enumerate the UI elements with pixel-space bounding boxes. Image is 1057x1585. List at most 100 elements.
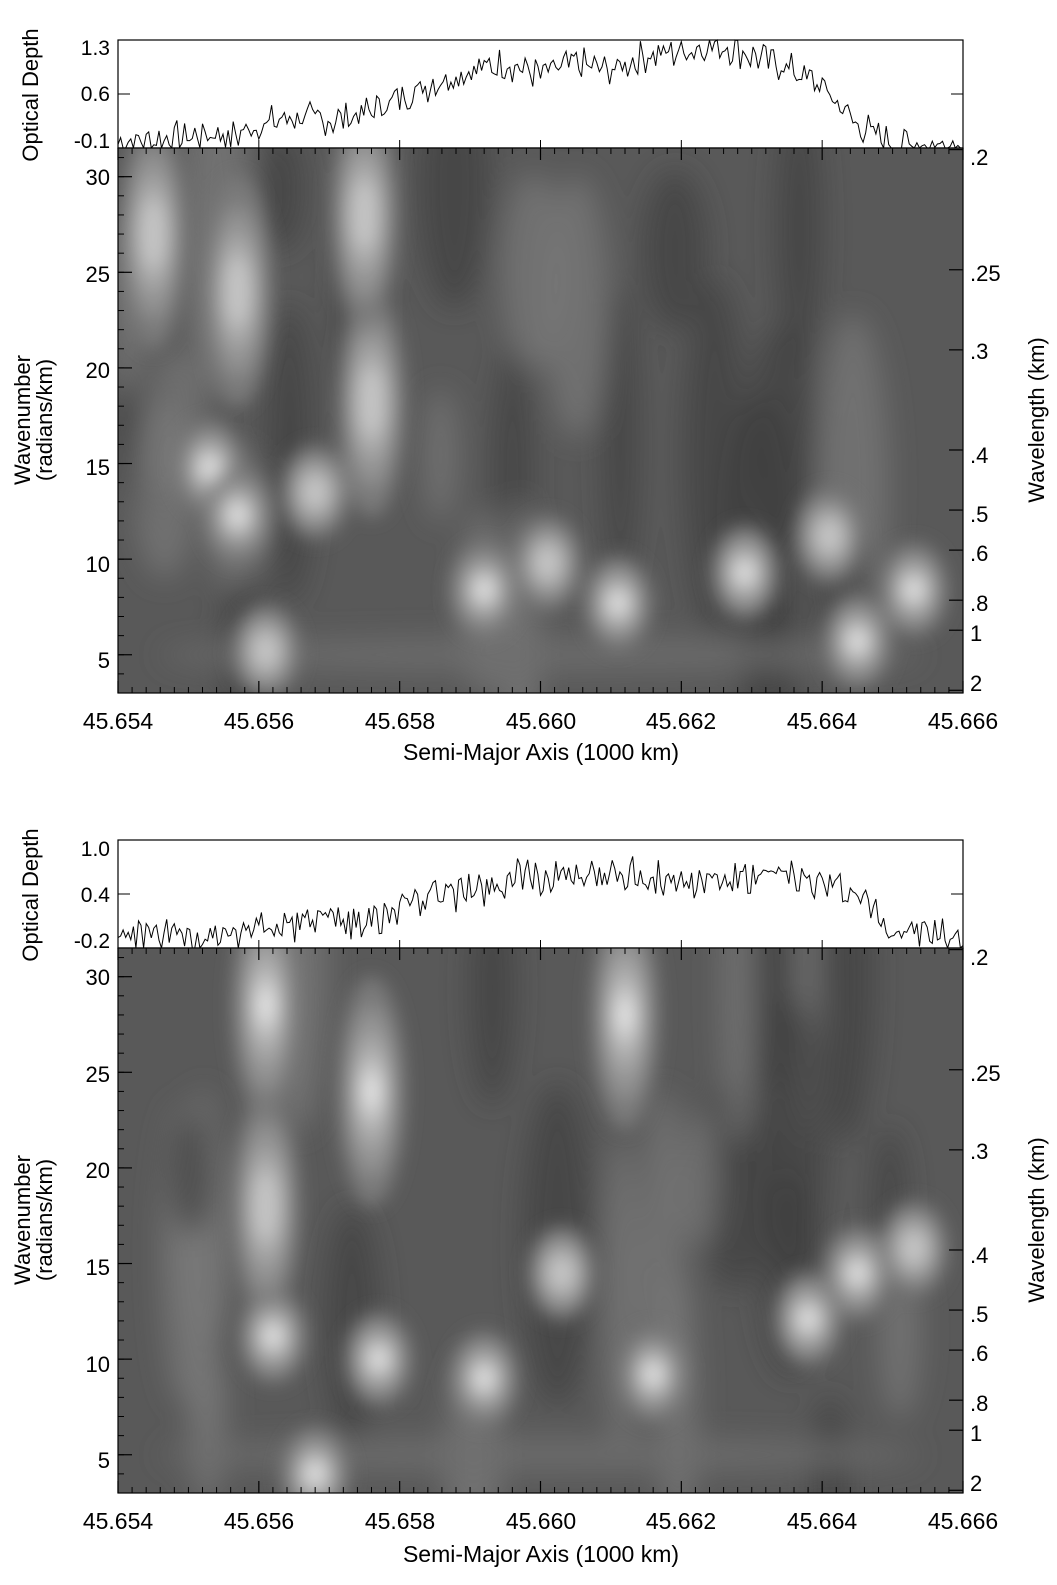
x-tick-label: 45.662 [646,1508,716,1534]
heatmap-peak [352,179,377,251]
heatmap-band [257,148,304,251]
x-tick-label: 45.658 [365,1508,435,1534]
heatmap-band [758,997,827,1276]
right-tick-label: .6 [970,541,988,566]
wavelength-ylabel-top: Wavelength (km) [1024,337,1049,502]
heatmap-peak [258,987,274,1024]
wavelength-ylabel-bottom: Wavelength (km) [1024,1137,1049,1302]
od-top-tick-label: -0.1 [74,130,110,153]
right-tick-label: 2 [970,1471,982,1496]
optical-depth-box-top [117,39,964,149]
heatmap-peak [230,505,246,526]
heatmap-peak [549,1256,575,1290]
y-tick-label: 25 [86,262,110,287]
wavenumber-ylabel-sub-bottom: (radians/km) [32,1159,57,1281]
heatmap-peak [737,562,753,583]
right-tick-label: .25 [970,1061,1001,1086]
right-tick-label: .2 [970,945,988,970]
heatmap-peak [849,631,865,652]
y-tick-label: 20 [86,1158,110,1183]
heatmap-band [809,1395,851,1493]
optical-depth-ylabel-bottom: Optical Depth [18,828,43,961]
heatmap-band [602,283,639,600]
heatmap-peak [535,546,560,580]
right-tick-label: .4 [970,1243,988,1268]
x-tick-label: 45.660 [506,708,576,734]
heatmap-band [642,170,708,331]
heatmap-peak [302,475,328,509]
heatmap-peak [476,579,492,600]
heatmap-band [720,948,758,1145]
x-tick-label: 45.662 [646,708,716,734]
heatmap-peak [476,1368,492,1389]
right-tick-label: .5 [970,1302,988,1327]
wavelet-heatmap-bottom [118,948,963,1493]
heatmap-peak [253,634,279,668]
heatmap-peak [140,198,166,270]
heatmap-peak [800,1308,816,1330]
xlabel-top: Semi-Major Axis (1000 km) [403,739,679,765]
x-tick-label: 45.664 [787,1508,858,1534]
right-tick-label: .5 [970,502,988,527]
heatmap-band [746,325,819,561]
y-tick-label: 25 [86,1062,110,1087]
heatmap-band [160,636,921,673]
heatmap-band [500,172,567,371]
heatmap-band [424,388,457,523]
panel-bottom: Optical Depth 1.0 0.4 -0.2 Wavenumber (r… [10,828,1049,1567]
heatmap-peak [201,457,218,478]
heatmap-peak [816,519,842,553]
right-tick-label: 2 [970,671,982,696]
right-tick-label: 1 [970,621,982,646]
y-tick-label: 10 [86,552,110,577]
right-tick-label: .3 [970,339,988,364]
heatmap-peak [617,996,633,1034]
heatmap-band [468,948,517,1106]
right-tick-label: .25 [970,261,1001,286]
od-top-tick-label: 0.6 [81,83,110,106]
heatmap-band [160,1436,921,1473]
y-tick-label: 30 [86,965,110,990]
heatmap-peak [363,1073,380,1110]
heatmap-peak [610,593,626,614]
y-tick-label: 15 [86,1255,110,1280]
right-tick-label: .4 [970,443,988,468]
heatmap-band [698,1078,771,1290]
x-tick-label: 45.656 [224,708,294,734]
wavelet-heatmap-top [118,148,963,693]
x-tick-label: 45.664 [787,708,858,734]
heatmap-peak [265,1326,281,1347]
x-tick-label: 45.654 [83,1508,154,1534]
right-tick-label: .8 [970,591,988,616]
x-tick-label: 45.666 [928,1508,998,1534]
x-tick-label: 45.666 [928,708,998,734]
right-tick-label: 1 [970,1421,982,1446]
x-tick-label: 45.658 [365,708,435,734]
optical-depth-line-bottom [117,856,964,950]
x-tick-label: 45.654 [83,708,154,734]
heatmap-band [816,948,875,1144]
heatmap-band [169,1112,214,1235]
heatmap-peak [307,1463,323,1484]
y-tick-label: 15 [86,455,110,480]
od-top-tick-label: 1.3 [81,37,110,60]
wavenumber-ylabel-top: Wavenumber [10,355,35,485]
right-tick-label: .2 [970,145,988,170]
optical-depth-ylabel-top: Optical Depth [18,28,43,161]
y-tick-label: 10 [86,1352,110,1377]
right-tick-label: .6 [970,1341,988,1366]
heatmap-peak [225,255,251,328]
right-tick-label: .8 [970,1391,988,1416]
heatmap-peak [253,1170,279,1242]
y-tick-label: 20 [86,358,110,383]
optical-depth-line-top [117,39,963,150]
wavenumber-ylabel-bottom: Wavenumber [10,1155,35,1285]
wavenumber-ylabel-sub-top: (radians/km) [32,359,57,481]
right-tick-label: .3 [970,1139,988,1164]
heatmap-peak [901,1231,927,1265]
heatmap-peak [370,1349,387,1370]
heatmap-peak [906,579,922,600]
xlabel-bottom: Semi-Major Axis (1000 km) [403,1541,679,1567]
y-tick-label: 5 [98,1448,110,1473]
